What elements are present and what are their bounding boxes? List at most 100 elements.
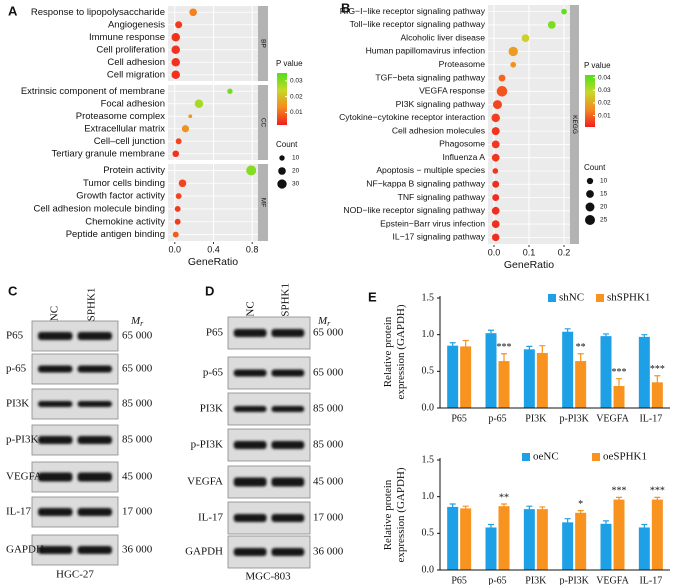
- dot: [492, 100, 502, 110]
- size-legend-label: 15: [600, 191, 608, 198]
- bar: [498, 506, 510, 570]
- dot: [227, 88, 233, 94]
- y-axis-title: Relative protein expression (GAPDH): [382, 467, 407, 563]
- facet-strip: [258, 85, 268, 160]
- dot: [189, 8, 197, 17]
- cell-line-label: MGC-803: [245, 571, 291, 583]
- category-label: Protein activity: [103, 165, 165, 176]
- facet-strip: [258, 164, 268, 241]
- blot-band: [38, 546, 73, 554]
- panel-label: C: [8, 283, 18, 298]
- dot: [171, 33, 180, 42]
- x-tick-label: p-PI3K: [559, 575, 589, 585]
- dot: [172, 231, 179, 238]
- blot-band: [38, 508, 73, 516]
- error-bar: [501, 503, 507, 509]
- blot-band: [271, 329, 305, 337]
- dot: [188, 114, 193, 119]
- x-tick-label: p-65: [488, 413, 506, 424]
- blot-band: [77, 332, 112, 340]
- size-legend-title: Count: [276, 140, 298, 149]
- category-label: RIG−I−like receptor signaling pathway: [340, 6, 486, 16]
- dot: [508, 46, 518, 57]
- size-legend-label: 30: [292, 181, 300, 188]
- dot: [174, 218, 181, 225]
- y-axis-title: Relative protein expression (GAPDH): [382, 304, 407, 400]
- blot-band: [271, 369, 305, 377]
- color-tick-label: 0.03: [598, 87, 611, 94]
- error-bar: [501, 353, 507, 369]
- panel-label: D: [205, 283, 214, 298]
- y-tick-label: 1.5: [422, 454, 435, 465]
- color-bar: [585, 75, 595, 127]
- category-label: Epstein−Barr virus infection: [380, 218, 485, 228]
- dot: [171, 58, 180, 67]
- error-bar: [616, 496, 622, 502]
- error-bar: [603, 333, 609, 339]
- color-legend-title: P value: [276, 59, 303, 68]
- category-label: Immune response: [89, 32, 165, 43]
- size-legend-dot: [585, 202, 595, 212]
- x-axis-title: GeneRatio: [504, 259, 554, 271]
- dot: [172, 150, 180, 158]
- dot: [510, 61, 517, 68]
- size-legend-dot: [278, 167, 286, 175]
- error-bar: [539, 345, 546, 361]
- row-label: GAPDH: [6, 544, 44, 556]
- bar: [613, 499, 625, 570]
- bar: [600, 336, 612, 408]
- category-label: Cell–cell junction: [94, 136, 165, 147]
- category-label: Human papillomavirus infection: [366, 46, 486, 56]
- bar: [638, 527, 650, 570]
- bar: [485, 527, 497, 570]
- x-tick-label: 0.0: [169, 244, 182, 254]
- dot: [492, 194, 500, 201]
- facet-strip: [258, 6, 268, 81]
- category-label: TGF−beta signaling pathway: [375, 72, 485, 82]
- blot-band: [233, 369, 267, 377]
- error-bar: [449, 342, 456, 349]
- x-tick-label: p-PI3K: [559, 413, 589, 424]
- x-tick-label: VEGFA: [596, 575, 629, 585]
- blot-band: [38, 472, 73, 482]
- x-tick-label: VEGFA: [596, 413, 629, 424]
- blot-band: [233, 406, 267, 412]
- error-bar: [449, 503, 456, 510]
- significance-label: ***: [650, 364, 665, 375]
- color-legend-title: P value: [584, 61, 611, 70]
- significance-label: **: [576, 342, 586, 353]
- category-label: Response to lipopolysaccharide: [31, 7, 165, 18]
- blot-band: [233, 548, 267, 556]
- blot-band: [38, 365, 73, 373]
- x-tick-label: 0.4: [207, 244, 220, 254]
- category-label: Chemokine activity: [85, 216, 165, 227]
- category-label: IL−17 signaling pathway: [393, 232, 486, 242]
- category-label: Cell migration: [107, 69, 165, 80]
- row-label: IL-17: [6, 506, 32, 518]
- legend-label: oeSPHK1: [603, 451, 647, 463]
- dot: [547, 21, 556, 29]
- bar: [651, 382, 663, 408]
- mr-label: 85 000: [313, 403, 344, 415]
- significance-label: ***: [612, 486, 627, 497]
- bar: [498, 361, 510, 408]
- bar: [562, 522, 574, 570]
- blot-band: [271, 406, 305, 412]
- significance-label: ***: [650, 486, 665, 497]
- x-tick-label: 0.2: [558, 247, 571, 257]
- blot-band: [271, 441, 305, 449]
- size-legend-title: Count: [584, 163, 606, 172]
- category-label: Proteasome complex: [76, 111, 165, 122]
- size-legend-dot: [586, 190, 594, 198]
- blot-band: [271, 548, 305, 556]
- y-tick-label: 1.0: [422, 329, 435, 340]
- y-tick-label: 0.0: [422, 564, 435, 575]
- category-label: PI3K signaling pathway: [396, 99, 486, 109]
- bar: [523, 349, 535, 408]
- lane-label: oeSPHK1: [280, 283, 292, 327]
- dot: [491, 233, 500, 242]
- blot-band: [77, 436, 112, 444]
- dot: [491, 140, 500, 149]
